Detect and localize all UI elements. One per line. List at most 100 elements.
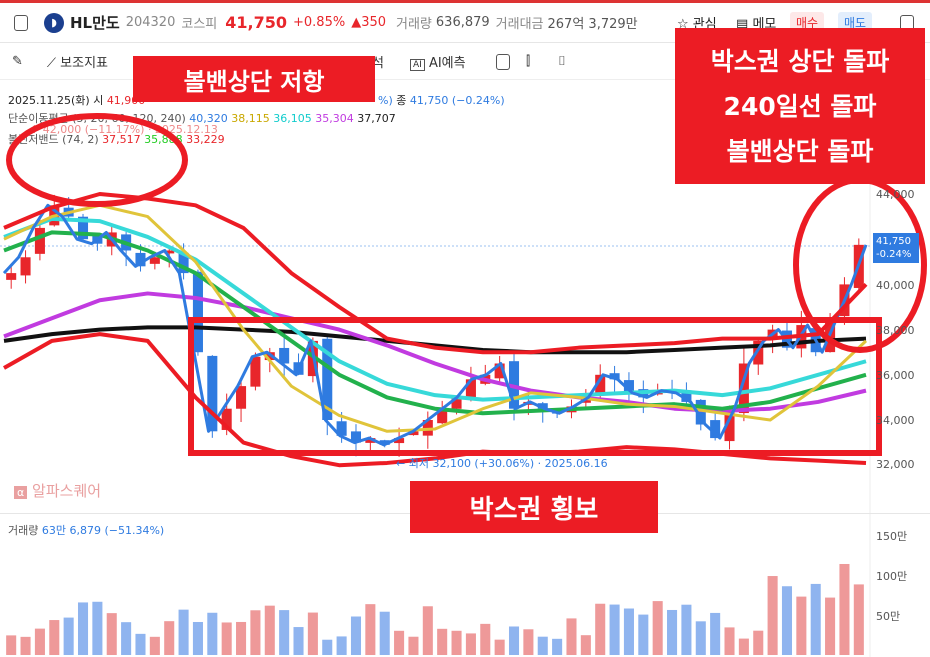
pencil-icon[interactable]: ✎ [12, 54, 23, 69]
volume-bar [236, 621, 247, 655]
candle-body [623, 380, 634, 393]
candle-body [753, 340, 764, 365]
volume-bar [595, 603, 606, 655]
candle-body [681, 390, 692, 402]
volume-bar [667, 609, 678, 655]
volume-bar [724, 627, 735, 655]
candle-body [135, 252, 146, 267]
volume-bar [379, 611, 390, 655]
vol-axis-50: 50만 [876, 610, 901, 623]
sidebar-toggle-icon[interactable] [14, 14, 28, 31]
candle-body [451, 397, 462, 409]
volume-label: 거래량 [396, 17, 432, 32]
candle-body [437, 408, 448, 424]
close-legend: %) 종 41,750 (−0.24%) [378, 92, 505, 108]
amount-label: 거래대금 [495, 17, 544, 32]
volume-bar [652, 601, 663, 655]
annotation-resistance: 볼밴상단 저항 [133, 56, 375, 102]
candle-body [207, 355, 218, 432]
current-price: 41,750 [225, 13, 287, 32]
candle-icon[interactable]: ⫿ [526, 54, 531, 69]
candle-body [250, 356, 261, 387]
analysis-button[interactable]: 석 [372, 56, 384, 71]
candle-body [422, 420, 433, 436]
volume-bar [221, 622, 232, 655]
candle-body [236, 386, 247, 409]
candle-body [710, 420, 721, 439]
company-logo: ◗ [44, 12, 64, 33]
volume-bar [34, 628, 45, 655]
candle-body [149, 257, 160, 264]
legend-date: 2025.11.25(화) [8, 94, 90, 107]
bb-lower: 33,229 [186, 133, 225, 146]
resistance-circle [6, 113, 188, 207]
ma20-value: 38,115 [231, 112, 270, 125]
price-tag-value: 41,750 [876, 236, 911, 247]
volume-panel-value: 63만 6,879 (−51.34%) [41, 524, 165, 537]
volume-bar [681, 604, 692, 655]
axis-label-36000: 36,000 [876, 369, 915, 382]
ma5-line [2, 203, 868, 447]
volume-bar [437, 628, 448, 655]
volume-bar [6, 635, 17, 655]
ai-label: AI예측 [428, 56, 466, 71]
ma240-value: 37,707 [357, 112, 396, 125]
indicators-label: 보조지표 [60, 56, 108, 71]
close-value: 41,750 (−0.24%) [409, 94, 505, 107]
volume-bar [623, 608, 634, 655]
candle-body [336, 421, 347, 436]
candle-body [164, 250, 175, 254]
ai-chip-icon: AI [410, 59, 425, 71]
volume-bar [465, 633, 476, 655]
chart-toolbar: ✎ ⟋ 보조지표 석 AI AI예측 ⫿ ⌷ [0, 44, 930, 80]
volume-bar [63, 617, 74, 655]
indicators-button[interactable]: ⟋ 보조지표 [47, 52, 108, 71]
volume-bar [394, 630, 405, 655]
stock-code: 204320 [125, 15, 176, 30]
volume-bar [494, 639, 505, 655]
volume-bar [250, 610, 261, 655]
market: 코스피 [181, 17, 218, 32]
candle-body [34, 227, 45, 254]
volume-bar [178, 609, 189, 655]
candle-body [609, 373, 620, 380]
stock-name: HL만도 [70, 14, 120, 32]
breakout-line-1: 박스권 상단 돌파 [710, 46, 890, 76]
volume-bar [365, 604, 376, 655]
star-icon: ☆ [677, 17, 689, 32]
candle-body [595, 374, 606, 394]
volume-bar [408, 636, 419, 655]
axis-label-34000: 34,000 [876, 414, 915, 427]
buy-button[interactable]: 매수 [790, 12, 825, 33]
volume-legend: 거래량 63만 6,879 (−51.34%) [8, 522, 164, 538]
volume-bar [77, 602, 89, 655]
bb-label: 볼린저밴드 (74, 2) [8, 133, 99, 146]
volume-bar [307, 612, 318, 655]
lowest-price-marker: ← 최저 32,100 (+30.06%) · 2025.06.16 [396, 457, 608, 470]
volume-bar [523, 629, 534, 655]
price-tag-pct: -0.24% [876, 249, 912, 260]
stock-header: ◗ HL만도 204320 코스피 41,750 +0.85% ▲350 거래량… [0, 3, 930, 43]
candle-body [465, 379, 476, 400]
volume-bar [279, 610, 290, 655]
ai-predict-button[interactable]: AI AI예측 [410, 52, 466, 71]
volume-bar [839, 563, 850, 655]
camera-icon[interactable]: ⌷ [558, 54, 566, 69]
volume-bar [422, 606, 433, 655]
ma60-band-line [3, 230, 867, 416]
current-price-tag: 41,750 -0.24% [873, 233, 919, 263]
volume-bar [810, 583, 821, 655]
volume-bar [322, 639, 333, 655]
watermark-text: 알파스퀘어 [32, 482, 102, 500]
sell-button[interactable]: 매도 [838, 12, 873, 33]
candle-body [322, 338, 333, 420]
volume-bar [92, 601, 103, 655]
ma60-line [3, 216, 867, 402]
volume-bar [106, 613, 117, 655]
volume-bar [293, 627, 304, 655]
volume-bar [508, 626, 520, 655]
square-icon[interactable] [496, 53, 510, 70]
candle-body [738, 363, 749, 414]
volume-bar [710, 612, 721, 655]
